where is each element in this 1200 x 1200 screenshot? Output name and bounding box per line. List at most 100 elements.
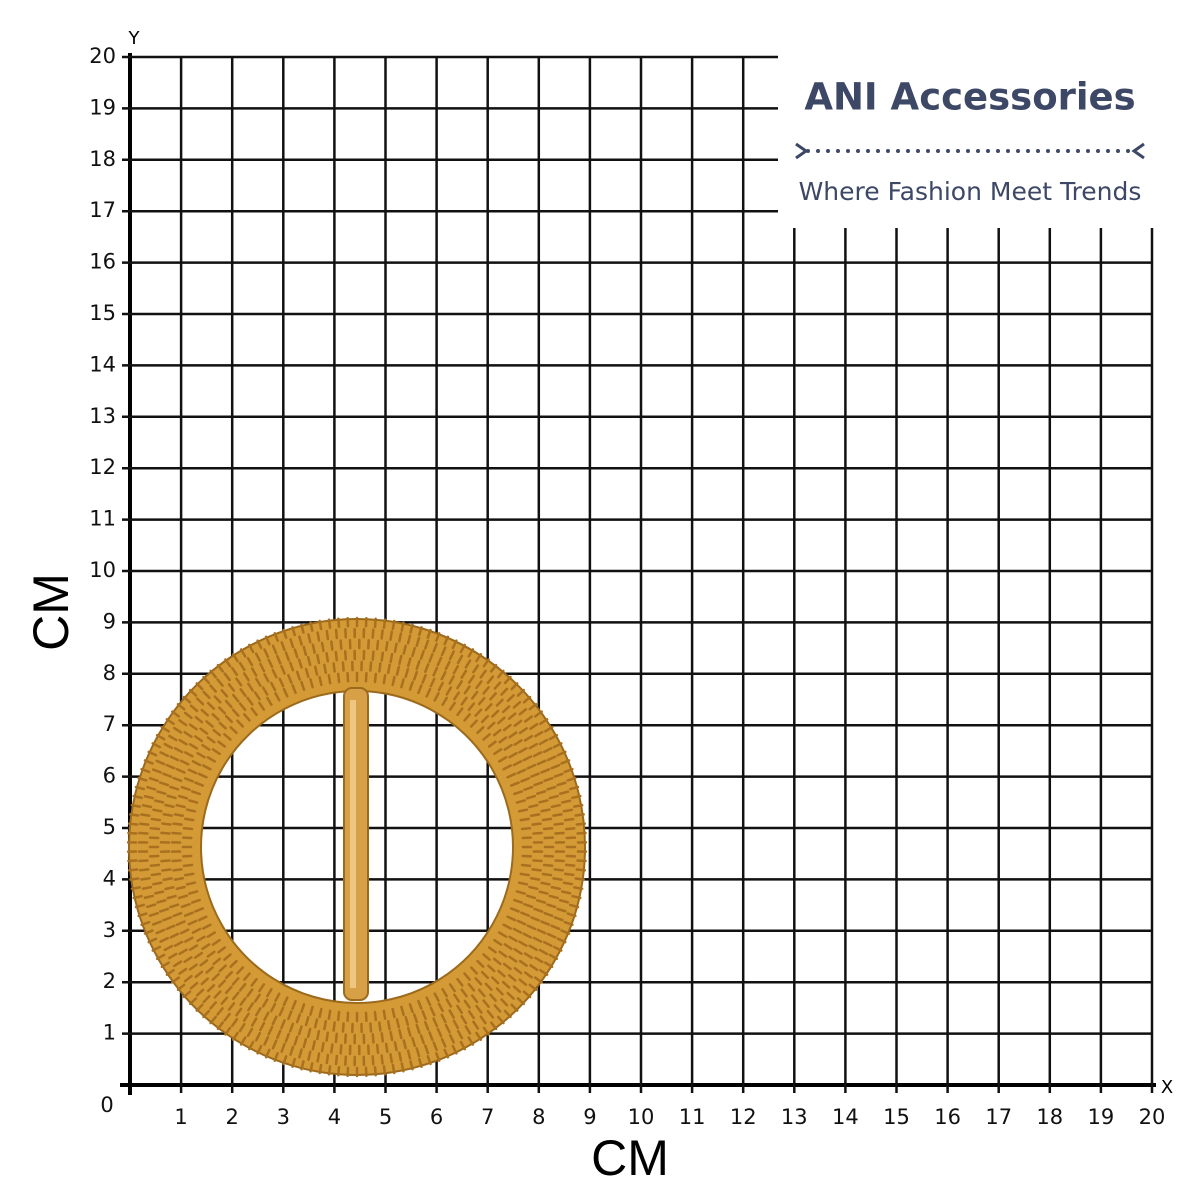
texture-stroke [218,964,227,973]
texture-stroke [187,768,198,775]
texture-stroke [419,649,425,660]
texture-stroke [429,1006,436,1017]
texture-stroke [378,1021,382,1032]
texture-stroke [306,655,312,667]
texture-stroke [391,1063,396,1075]
texture-stroke [161,822,172,826]
texture-stroke [205,966,214,974]
y-tick-label: 15 [89,301,116,325]
texture-stroke [523,902,534,909]
texture-stroke [313,1018,319,1029]
texture-stroke [550,803,561,809]
texture-stroke [497,716,506,725]
texture-stroke [371,1033,375,1044]
texture-stroke [560,929,571,935]
texture-stroke [147,937,158,944]
texture-stroke [520,826,532,831]
texture-stroke [503,1009,512,1019]
texture-stroke [151,945,162,952]
texture-stroke [266,987,273,998]
texture-stroke [502,962,512,971]
y-tick-label: 7 [103,712,116,736]
texture-stroke [453,993,461,1003]
y-tick-label: 4 [103,866,116,890]
texture-stroke [325,652,330,663]
texture-stroke [440,1037,447,1048]
texture-stroke [406,1026,412,1037]
texture-stroke [298,1048,303,1059]
texture-stroke [334,1054,339,1066]
texture-stroke [169,755,180,762]
y-tick-label: 10 [89,558,116,582]
texture-stroke [400,1005,405,1016]
texture-stroke [162,813,173,817]
texture-stroke [528,944,538,952]
texture-stroke [146,903,157,909]
texture-stroke [236,966,245,975]
texture-stroke [318,1007,323,1019]
texture-stroke [184,872,195,877]
texture-stroke [163,742,174,750]
texture-stroke [518,727,528,735]
texture-stroke [224,658,232,668]
texture-stroke [263,648,270,659]
texture-stroke [513,739,523,746]
texture-stroke [173,726,183,734]
texture-stroke [529,722,539,730]
texture-stroke [536,790,547,795]
texture-stroke [436,656,443,667]
texture-stroke [482,686,490,695]
texture-stroke [155,928,166,935]
texture-stroke [182,826,194,831]
texture-stroke [562,881,574,886]
texture-stroke [562,808,574,813]
texture-stroke [336,1010,341,1022]
texture-stroke [284,651,290,662]
texture-stroke [291,684,297,695]
texture-stroke [231,991,240,1001]
texture-stroke [382,618,387,629]
texture-stroke [532,831,543,835]
texture-stroke [197,772,208,779]
texture-stroke [424,639,430,650]
texture-stroke [520,911,531,917]
texture-stroke [239,688,247,697]
texture-stroke [175,920,186,926]
texture-stroke [202,690,211,699]
texture-stroke [259,1021,266,1032]
texture-stroke [493,1004,502,1013]
texture-stroke [517,881,529,886]
y-tick-label: 16 [89,250,116,274]
texture-stroke [311,643,316,654]
texture-stroke [141,885,153,890]
texture-stroke [217,740,227,748]
texture-stroke [417,684,423,695]
texture-stroke [188,799,199,804]
texture-stroke [280,664,286,675]
texture-stroke [341,1022,345,1033]
texture-stroke [443,635,450,646]
texture-stroke [540,881,551,886]
texture-stroke [156,899,167,904]
texture-stroke [467,674,475,684]
x-tick-label: 19 [1088,1105,1115,1129]
texture-stroke [558,899,570,904]
texture-stroke [369,1022,373,1033]
texture-stroke [148,777,159,783]
texture-stroke [540,768,551,774]
texture-stroke [508,751,518,759]
texture-stroke [516,919,527,926]
texture-stroke [261,686,269,696]
texture-stroke [217,979,227,988]
texture-stroke [134,785,145,791]
x-tick-label: 18 [1036,1105,1063,1129]
texture-stroke [548,794,559,800]
texture-stroke [282,628,288,639]
texture-stroke [313,665,319,676]
texture-stroke [165,924,176,931]
texture-stroke [448,701,456,711]
texture-stroke [175,885,186,891]
texture-stroke [304,1015,310,1027]
texture-stroke [489,993,497,1002]
texture-stroke [151,920,162,926]
